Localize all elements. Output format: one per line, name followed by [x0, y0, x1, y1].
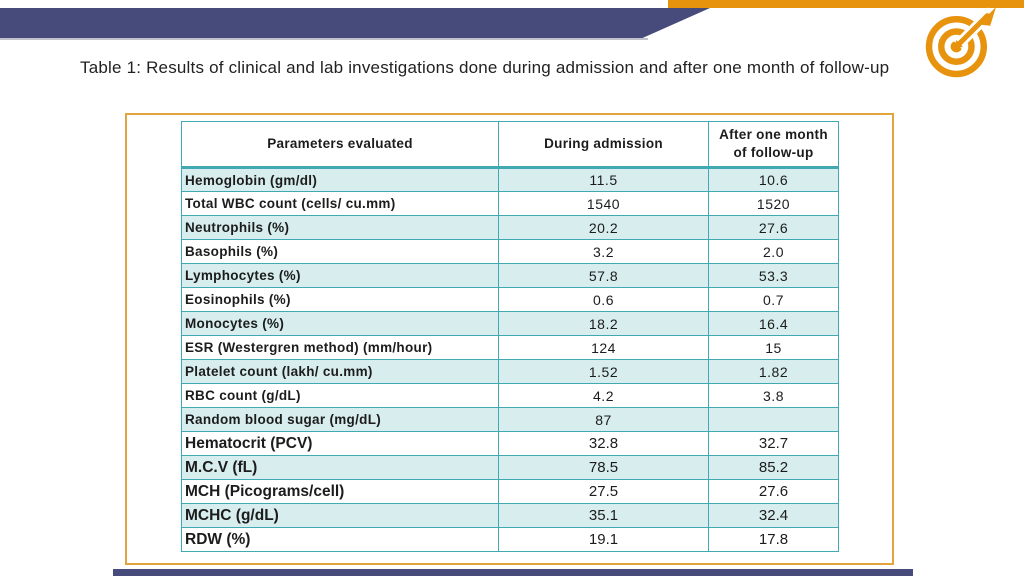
param-cell: RDW (%): [181, 527, 499, 552]
followup-cell: 17.8: [708, 527, 839, 552]
followup-cell: 3.8: [708, 383, 839, 408]
table-row: Platelet count (lakh/ cu.mm) 1.52 1.82: [181, 359, 839, 384]
param-cell: Hemoglobin (gm/dl): [181, 167, 499, 192]
bottom-accent-bar: [113, 569, 913, 576]
followup-cell: 10.6: [708, 167, 839, 192]
followup-cell: 0.7: [708, 287, 839, 312]
admission-cell: 3.2: [498, 239, 709, 264]
admission-cell: 1540: [498, 191, 709, 216]
param-cell: Platelet count (lakh/ cu.mm): [181, 359, 499, 384]
param-cell: Basophils (%): [181, 239, 499, 264]
table-row: M.C.V (fL) 78.5 85.2: [181, 455, 839, 480]
top-accent-strip: [668, 0, 1024, 8]
table-row: Random blood sugar (mg/dL) 87: [181, 407, 839, 432]
followup-cell: 27.6: [708, 215, 839, 240]
followup-cell: 53.3: [708, 263, 839, 288]
admission-cell: 32.8: [498, 431, 709, 456]
table-row: RBC count (g/dL) 4.2 3.8: [181, 383, 839, 408]
admission-cell: 20.2: [498, 215, 709, 240]
admission-cell: 0.6: [498, 287, 709, 312]
admission-cell: 87: [498, 407, 709, 432]
param-cell: RBC count (g/dL): [181, 383, 499, 408]
table-row: Total WBC count (cells/ cu.mm) 1540 1520: [181, 191, 839, 216]
table-row: Monocytes (%) 18.2 16.4: [181, 311, 839, 336]
param-cell: MCHC (g/dL): [181, 503, 499, 528]
followup-cell: 1520: [708, 191, 839, 216]
followup-cell: 1.82: [708, 359, 839, 384]
header-banner-shadow: [0, 38, 648, 40]
admission-cell: 1.52: [498, 359, 709, 384]
admission-cell: 27.5: [498, 479, 709, 504]
param-cell: Total WBC count (cells/ cu.mm): [181, 191, 499, 216]
admission-cell: 78.5: [498, 455, 709, 480]
slide-title: Table 1: Results of clinical and lab inv…: [80, 58, 890, 77]
table-row: Lymphocytes (%) 57.8 53.3: [181, 263, 839, 288]
param-cell: MCH (Picograms/cell): [181, 479, 499, 504]
column-header-parameters: Parameters evaluated: [181, 121, 499, 169]
column-header-admission: During admission: [498, 121, 709, 169]
table-row: Neutrophils (%) 20.2 27.6: [181, 215, 839, 240]
table-row: Hemoglobin (gm/dl) 11.5 10.6: [181, 167, 839, 192]
param-cell: Lymphocytes (%): [181, 263, 499, 288]
table-row: ESR (Westergren method) (mm/hour) 124 15: [181, 335, 839, 360]
followup-cell: 2.0: [708, 239, 839, 264]
admission-cell: 19.1: [498, 527, 709, 552]
followup-cell: 85.2: [708, 455, 839, 480]
target-dartboard-icon: [924, 7, 996, 79]
admission-cell: 57.8: [498, 263, 709, 288]
followup-cell: 32.4: [708, 503, 839, 528]
param-cell: Hematocrit (PCV): [181, 431, 499, 456]
admission-cell: 124: [498, 335, 709, 360]
admission-cell: 35.1: [498, 503, 709, 528]
table-row: Basophils (%) 3.2 2.0: [181, 239, 839, 264]
table-row: Hematocrit (PCV) 32.8 32.7: [181, 431, 839, 456]
param-cell: Eosinophils (%): [181, 287, 499, 312]
table-row: Eosinophils (%) 0.6 0.7: [181, 287, 839, 312]
results-table: Parameters evaluated During admission Af…: [181, 121, 839, 552]
followup-cell: [708, 407, 839, 432]
param-cell: M.C.V (fL): [181, 455, 499, 480]
param-cell: Monocytes (%): [181, 311, 499, 336]
table-row: MCHC (g/dL) 35.1 32.4: [181, 503, 839, 528]
admission-cell: 4.2: [498, 383, 709, 408]
admission-cell: 11.5: [498, 167, 709, 192]
header-banner: [0, 8, 710, 38]
followup-cell: 16.4: [708, 311, 839, 336]
followup-cell: 27.6: [708, 479, 839, 504]
header-row: Parameters evaluated During admission Af…: [181, 121, 839, 169]
param-cell: Random blood sugar (mg/dL): [181, 407, 499, 432]
column-header-followup: After one month of follow-up: [708, 121, 839, 169]
param-cell: Neutrophils (%): [181, 215, 499, 240]
table-row: MCH (Picograms/cell) 27.5 27.6: [181, 479, 839, 504]
followup-cell: 15: [708, 335, 839, 360]
param-cell: ESR (Westergren method) (mm/hour): [181, 335, 499, 360]
followup-cell: 32.7: [708, 431, 839, 456]
table-row: RDW (%) 19.1 17.8: [181, 527, 839, 552]
admission-cell: 18.2: [498, 311, 709, 336]
